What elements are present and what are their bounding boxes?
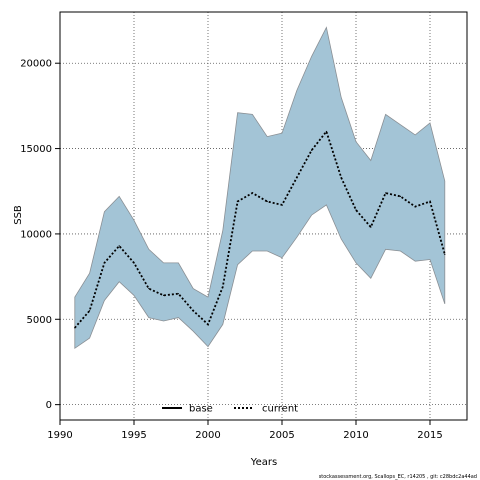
data-point-current: [103, 262, 105, 264]
series-points-current: [74, 130, 446, 329]
x-axis-title: Years: [250, 457, 277, 468]
data-point-current: [325, 130, 327, 133]
legend-label-base: base: [189, 404, 213, 415]
x-tick-label: 2005: [269, 430, 294, 441]
series-line-current: [74, 129, 446, 329]
data-point-current: [355, 209, 357, 211]
x-tick-label: 2015: [417, 430, 442, 441]
y-tick-label: 20000: [20, 59, 52, 70]
data-point-current: [444, 253, 446, 256]
data-point-current: [340, 176, 342, 179]
x-tick-label: 2000: [195, 430, 220, 441]
legend-label-current: current: [262, 404, 298, 415]
plot-frame: [59, 11, 468, 421]
data-point-current: [296, 176, 298, 179]
data-point-current: [148, 287, 150, 290]
data-point-current: [118, 245, 120, 247]
x-tick-label: 1995: [121, 430, 146, 441]
x-tick-label: 2010: [343, 430, 368, 441]
y-tick-label: 10000: [20, 229, 52, 240]
data-point-current: [311, 149, 313, 151]
data-point-current: [414, 206, 416, 208]
y-axis-title: SSB: [13, 205, 24, 225]
y-axis: 0 5000 10000 15000 20000: [20, 59, 60, 411]
footer-note: stockassessment.org, Scallops_EC, r14205…: [319, 474, 477, 480]
data-point-current: [399, 195, 401, 197]
y-tick-label: 5000: [27, 315, 52, 326]
y-tick-label: 0: [46, 400, 52, 411]
data-point-current: [266, 200, 268, 203]
data-point-current: [237, 200, 239, 203]
data-point-current: [222, 286, 224, 288]
data-point-current: [281, 204, 283, 206]
x-tick-label: 1990: [47, 430, 72, 441]
x-axis: 1990 1995 2000 2005 2010 2015: [47, 420, 443, 441]
data-point-current: [370, 226, 372, 228]
legend: base current: [162, 404, 298, 415]
data-point-current: [74, 327, 76, 329]
data-point-current: [192, 310, 194, 312]
data-point-current: [163, 294, 165, 296]
data-point-current: [207, 323, 209, 326]
data-point-current: [385, 192, 387, 194]
data-point-current: [177, 293, 179, 295]
data-point-current: [429, 200, 431, 203]
confidence-band: [74, 26, 446, 350]
data-point-current: [89, 310, 91, 312]
data-point-current: [133, 262, 135, 264]
data-point-current: [251, 192, 253, 194]
y-tick-label: 15000: [20, 144, 52, 155]
